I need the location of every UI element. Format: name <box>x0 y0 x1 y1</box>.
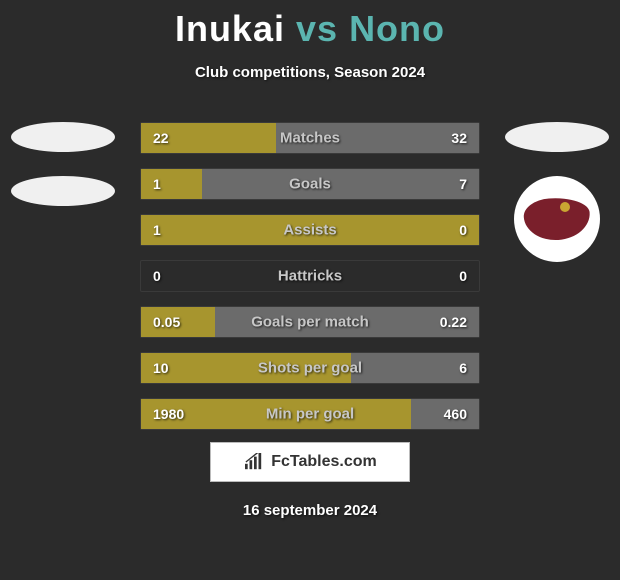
stat-label: Matches <box>280 130 340 147</box>
chart-icon <box>243 453 265 471</box>
value-left: 22 <box>153 130 169 146</box>
stat-row: 22 32 Matches <box>140 122 480 154</box>
vs-label: vs <box>296 8 338 49</box>
player1-name: Inukai <box>175 8 285 49</box>
bar-left <box>141 169 202 199</box>
value-left: 1 <box>153 176 161 192</box>
value-right: 0 <box>459 268 467 284</box>
stats-container: 2232Matches17Goals10Assists00Hattricks0.… <box>140 122 480 444</box>
team-logo-placeholder <box>505 122 609 152</box>
value-right: 6 <box>459 360 467 376</box>
bar-right <box>202 169 479 199</box>
stat-label: Min per goal <box>266 406 354 423</box>
value-right: 7 <box>459 176 467 192</box>
team-logo-placeholder <box>11 176 115 206</box>
brand-badge[interactable]: FcTables.com <box>210 442 410 482</box>
stat-label: Shots per goal <box>258 360 362 377</box>
stat-row: 1 7 Goals <box>140 168 480 200</box>
stat-row: 10 6 Shots per goal <box>140 352 480 384</box>
value-right: 32 <box>451 130 467 146</box>
value-left: 1 <box>153 222 161 238</box>
team-badge-icon <box>514 176 600 262</box>
value-left: 10 <box>153 360 169 376</box>
stat-row: 1980 460 Min per goal <box>140 398 480 430</box>
value-left: 1980 <box>153 406 184 422</box>
team-logo-placeholder <box>11 122 115 152</box>
stat-row: 0 0 Hattricks <box>140 260 480 292</box>
stat-row: 0.05 0.22 Goals per match <box>140 306 480 338</box>
stat-label: Hattricks <box>278 268 342 285</box>
left-team-logos <box>8 122 118 230</box>
player2-name: Nono <box>349 8 445 49</box>
stat-row: 1 0 Assists <box>140 214 480 246</box>
comparison-title: Inukai vs Nono <box>0 0 620 50</box>
value-left: 0 <box>153 268 161 284</box>
value-right: 460 <box>444 406 467 422</box>
value-right: 0 <box>459 222 467 238</box>
stat-label: Goals <box>289 176 331 193</box>
stat-label: Goals per match <box>251 314 369 331</box>
brand-text: FcTables.com <box>271 453 377 471</box>
subtitle: Club competitions, Season 2024 <box>0 64 620 81</box>
right-team-logos <box>502 122 612 262</box>
stat-label: Assists <box>283 222 336 239</box>
value-left: 0.05 <box>153 314 180 330</box>
date-label: 16 september 2024 <box>243 502 377 519</box>
value-right: 0.22 <box>440 314 467 330</box>
